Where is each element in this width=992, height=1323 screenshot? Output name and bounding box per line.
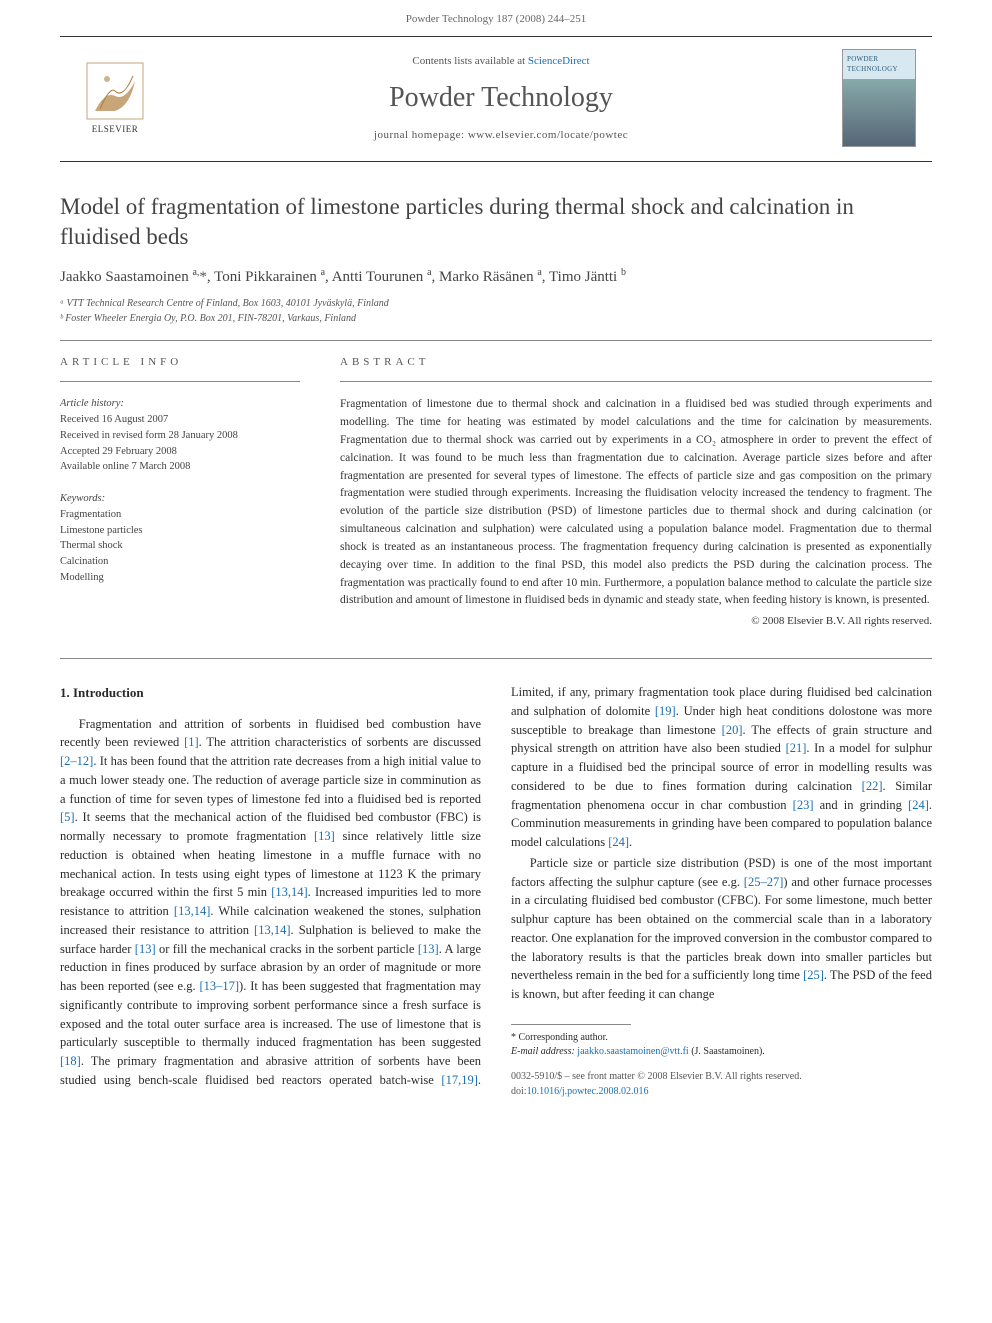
divider: [60, 658, 932, 659]
citation-link[interactable]: [25–27]: [744, 875, 784, 889]
corresponding-author: * Corresponding author.: [511, 1031, 932, 1045]
citation-link[interactable]: [24]: [608, 835, 629, 849]
citation-link[interactable]: [2–12]: [60, 754, 93, 768]
front-matter-line: 0032-5910/$ – see front matter © 2008 El…: [511, 1069, 932, 1084]
citation-link[interactable]: [20]: [722, 723, 743, 737]
citation-link[interactable]: [17,19]: [441, 1073, 477, 1087]
citation-link[interactable]: [13]: [418, 942, 439, 956]
history-label: Article history:: [60, 396, 300, 412]
citation-link[interactable]: [13,14]: [254, 923, 290, 937]
publisher-name: ELSEVIER: [92, 123, 139, 136]
article-main: Model of fragmentation of limestone part…: [0, 192, 992, 1099]
text-run: . The primary fragmentation and abrasive…: [60, 1054, 481, 1087]
history-line: Received in revised form 28 January 2008: [60, 428, 300, 444]
footnote-divider: [511, 1024, 631, 1025]
section-heading: 1. Introduction: [60, 683, 481, 703]
citation-link[interactable]: [13]: [135, 942, 156, 956]
doi-prefix: doi:: [511, 1086, 527, 1097]
history-line: Received 16 August 2007: [60, 412, 300, 428]
doi-link[interactable]: 10.1016/j.powtec.2008.02.016: [527, 1086, 649, 1097]
cover-label: POWDER TECHNOLOGY: [847, 54, 915, 74]
doi-line: doi:10.1016/j.powtec.2008.02.016: [511, 1084, 932, 1099]
text-run: .: [629, 835, 632, 849]
text-run: . It has been found that the attrition r…: [60, 754, 481, 806]
sciencedirect-link[interactable]: ScienceDirect: [528, 55, 590, 67]
abstract: ABSTRACT Fragmentation of limestone due …: [340, 355, 932, 630]
affiliations: ᵃ VTT Technical Research Centre of Finla…: [60, 296, 932, 326]
article-title: Model of fragmentation of limestone part…: [60, 192, 932, 252]
email-line: E-mail address: jaakko.saastamoinen@vtt.…: [511, 1045, 932, 1059]
citation-link[interactable]: [13–17]: [199, 979, 239, 993]
history-line: Accepted 29 February 2008: [60, 444, 300, 460]
email-suffix: (J. Saastamoinen).: [689, 1046, 765, 1057]
email-label: E-mail address:: [511, 1046, 577, 1057]
keyword: Fragmentation: [60, 507, 300, 523]
text-run: and in grinding: [814, 798, 909, 812]
page-footer: 0032-5910/$ – see front matter © 2008 El…: [511, 1069, 932, 1099]
keywords-label: Keywords:: [60, 491, 300, 507]
journal-homepage: journal homepage: www.elsevier.com/locat…: [160, 128, 842, 144]
copyright-line: © 2008 Elsevier B.V. All rights reserved…: [340, 614, 932, 630]
info-abstract-row: ARTICLE INFO Article history: Received 1…: [60, 355, 932, 630]
journal-title: Powder Technology: [160, 78, 842, 119]
author-list: Jaakko Saastamoinen a,*, Toni Pikkaraine…: [60, 266, 932, 289]
divider: [60, 340, 932, 341]
homepage-prefix: journal homepage:: [374, 129, 468, 141]
article-history: Article history: Received 16 August 2007…: [60, 396, 300, 475]
homepage-url[interactable]: www.elsevier.com/locate/powtec: [468, 129, 628, 141]
article-body: 1. Introduction Fragmentation and attrit…: [60, 683, 932, 1099]
publisher-block: ELSEVIER: [70, 61, 160, 136]
body-paragraph: Particle size or particle size distribut…: [511, 854, 932, 1004]
banner-center: Contents lists available at ScienceDirec…: [160, 54, 842, 144]
citation-link[interactable]: [1]: [184, 735, 199, 749]
citation-link[interactable]: [22]: [862, 779, 883, 793]
text-run: . The attrition characteristics of sorbe…: [199, 735, 481, 749]
citation-link[interactable]: [19]: [655, 704, 676, 718]
divider: [340, 381, 932, 382]
text-run: ) and other furnace processes in a circu…: [511, 875, 932, 983]
citation-link[interactable]: [18]: [60, 1054, 81, 1068]
keywords-block: Keywords: Fragmentation Limestone partic…: [60, 491, 300, 586]
article-info: ARTICLE INFO Article history: Received 1…: [60, 355, 300, 630]
text-run: or fill the mechanical cracks in the sor…: [156, 942, 418, 956]
history-line: Available online 7 March 2008: [60, 459, 300, 475]
keyword: Limestone particles: [60, 523, 300, 539]
cover-thumbnail: POWDER TECHNOLOGY: [842, 49, 922, 149]
citation-link[interactable]: [23]: [793, 798, 814, 812]
email-link[interactable]: jaakko.saastamoinen@vtt.fi: [577, 1046, 688, 1057]
contents-available: Contents lists available at ScienceDirec…: [160, 54, 842, 70]
citation-link[interactable]: [24]: [908, 798, 929, 812]
divider: [60, 381, 300, 382]
abstract-text: Fragmentation of limestone due to therma…: [340, 396, 932, 610]
keyword: Calcination: [60, 554, 300, 570]
cover-image-icon: POWDER TECHNOLOGY: [842, 49, 916, 147]
citation-link[interactable]: [13,14]: [174, 904, 210, 918]
affiliation-b: ᵇ Foster Wheeler Energia Oy, P.O. Box 20…: [60, 311, 932, 326]
info-heading: ARTICLE INFO: [60, 355, 300, 371]
citation-link[interactable]: [13]: [314, 829, 335, 843]
contents-prefix: Contents lists available at: [412, 55, 527, 67]
footnotes: * Corresponding author. E-mail address: …: [511, 1031, 932, 1059]
abstract-heading: ABSTRACT: [340, 355, 932, 371]
citation-link[interactable]: [13,14]: [271, 885, 307, 899]
elsevier-logo-icon: [85, 61, 145, 121]
citation-link[interactable]: [21]: [786, 741, 807, 755]
keyword: Thermal shock: [60, 538, 300, 554]
journal-banner: ELSEVIER Contents lists available at Sci…: [60, 36, 932, 162]
keyword: Modelling: [60, 570, 300, 586]
citation-link[interactable]: [5]: [60, 810, 75, 824]
citation-link[interactable]: [25]: [803, 968, 824, 982]
affiliation-a: ᵃ VTT Technical Research Centre of Finla…: [60, 296, 932, 311]
running-head: Powder Technology 187 (2008) 244–251: [0, 0, 992, 36]
